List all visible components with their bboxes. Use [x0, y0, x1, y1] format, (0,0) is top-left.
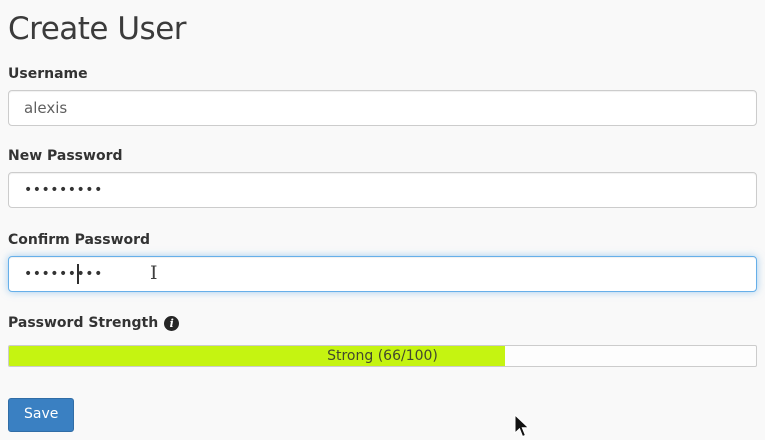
password-strength-label: Password Strength — [8, 315, 159, 331]
info-circle-icon[interactable]: i — [164, 316, 180, 331]
new-password-input-wrap — [8, 172, 757, 208]
password-strength-meter: Strong (66/100) — [8, 345, 757, 367]
password-strength-text: Strong (66/100) — [327, 348, 438, 364]
confirm-password-group: Confirm Password I — [8, 232, 757, 292]
username-input-wrap — [8, 90, 757, 126]
new-password-input[interactable] — [8, 172, 757, 208]
new-password-label: New Password — [8, 148, 123, 164]
text-caret — [77, 264, 79, 284]
confirm-password-input[interactable] — [8, 256, 757, 292]
username-label: Username — [8, 66, 88, 82]
save-button[interactable]: Save — [8, 398, 75, 432]
username-group: Username — [8, 66, 757, 126]
password-strength-group: Password Strength i Strong (66/100) — [8, 315, 757, 367]
page-title: Create User — [8, 11, 187, 47]
username-input[interactable] — [8, 90, 757, 126]
confirm-password-label: Confirm Password — [8, 232, 151, 248]
password-strength-fill — [9, 346, 505, 366]
new-password-group: New Password — [8, 148, 757, 208]
password-strength-row: Password Strength i — [8, 315, 757, 332]
confirm-password-input-wrap: I — [8, 256, 757, 292]
